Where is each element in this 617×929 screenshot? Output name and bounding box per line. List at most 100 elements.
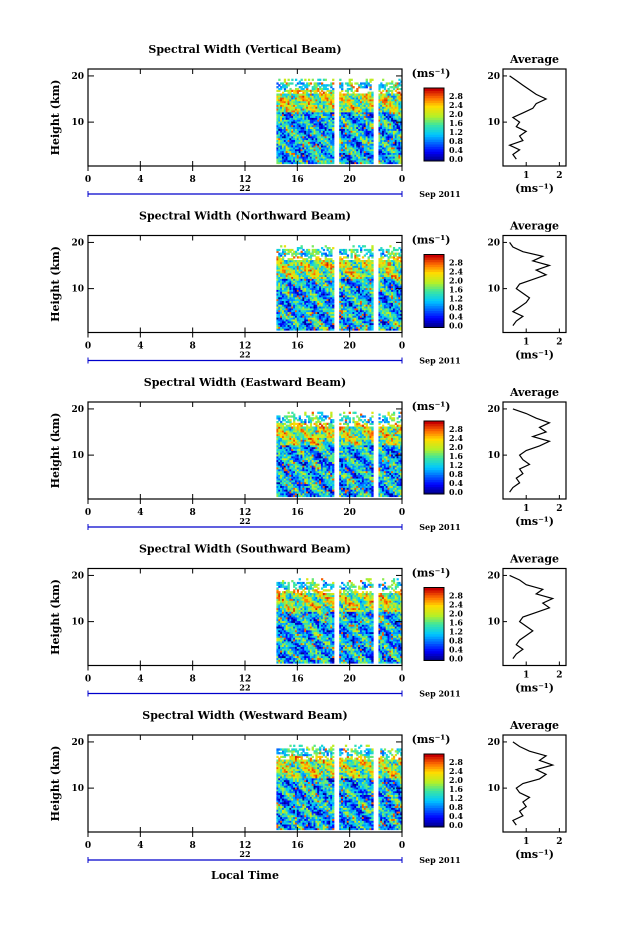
heatmap-cell [387,93,390,96]
heatmap-cell [291,293,294,296]
heatmap-cell [307,117,311,120]
heatmap-cell [391,115,394,118]
heatmap-cell [289,328,292,331]
heatmap-cell [309,150,313,154]
heatmap-cell [348,156,351,159]
heatmap-cell [309,97,313,100]
heatmap-cell [383,104,387,107]
heatmap-cell [322,123,326,126]
heatmap-cell [322,150,326,154]
heatmap-cell [283,317,287,320]
colorbar-frame [423,87,445,162]
heatmap-cell [359,148,363,152]
heatmap-cell [367,95,370,98]
heatmap-cell [369,117,372,120]
heatmap-cell [317,104,320,107]
heatmap-cell [320,99,324,102]
heatmap-cell [298,158,301,161]
heatmap-cell [391,123,394,126]
heatmap-cell [296,106,300,109]
heatmap-cell [391,82,394,85]
heatmap-cell [354,128,357,131]
heatmap-cell [300,139,303,142]
heatmap-cell [371,117,374,120]
heatmap-cell [330,161,333,165]
heatmap-cell [380,113,383,117]
heatmap-cell [396,111,399,115]
heatmap-cell [341,89,344,93]
heatmap-cell [306,91,309,94]
heatmap-cell [298,143,301,146]
heatmap-cell [276,111,279,115]
heatmap-cell [280,126,283,129]
heatmap-cell [281,110,285,113]
heatmap-cell [283,308,287,311]
heatmap-cell [389,150,392,154]
heatmap-cell [341,110,344,113]
heatmap-cell [285,154,288,157]
heatmap-cell [382,248,385,252]
heatmap-cell [283,124,287,128]
heatmap-cell [304,117,307,120]
heatmap-cell [285,104,288,107]
heatmap-cell [296,91,300,94]
heatmap-cell [296,126,300,129]
heatmap-cell [350,139,353,142]
heatmap-cell [300,124,303,128]
heatmap-cell [385,154,388,157]
heatmap-cell [385,139,388,142]
heatmap-cell [280,121,283,124]
heatmap-cell [281,269,285,272]
heatmap-cell [330,115,333,118]
heatmap-cell [307,126,311,129]
heatmap-cell [344,113,348,117]
heatmap-cell [341,104,344,107]
heatmap-cell [380,115,383,118]
heatmap-cell [313,121,316,124]
heatmap-cell [359,121,363,124]
heatmap-cell [326,130,329,133]
heatmap-cell [289,124,292,128]
heatmap-cell [276,320,279,324]
heatmap-cell [382,100,385,104]
heatmap-cell [394,130,397,133]
heatmap-cell [291,104,294,107]
heatmap-cell [330,124,333,128]
heatmap-cell [389,130,392,133]
heatmap-cell [289,289,292,292]
heatmap-cell [317,161,320,165]
heatmap-cell [285,309,288,313]
heatmap-cell [320,115,324,118]
heatmap-cell [287,298,290,302]
heatmap-cell [285,263,288,266]
heatmap-cell [306,156,309,159]
heatmap-cell [296,89,300,93]
heatmap-cell [304,137,307,141]
heatmap-cell [332,124,335,128]
x-tick-label: 4 [137,175,143,185]
colorbar-swatch [424,119,444,123]
heatmap-cell [392,148,396,152]
colorbar-swatch [424,139,444,143]
heatmap-cell [304,134,307,137]
heatmap-cell [291,284,294,287]
heatmap-cell [320,95,324,98]
x-tick-label: 16 [291,175,304,185]
heatmap-cell [369,95,372,98]
heatmap-cell [382,147,385,150]
heatmap-cell [356,135,359,139]
heatmap-cell [363,150,367,154]
heatmap-cell [315,104,318,107]
heatmap-cell [365,119,368,122]
heatmap-cell [350,145,353,148]
heatmap-cell [278,141,281,144]
heatmap-cell [348,147,351,150]
heatmap-cell [304,123,307,126]
heatmap-cell [291,254,294,257]
heatmap-cell [342,160,346,163]
heatmap-cell [293,123,296,126]
heatmap-cell [387,91,390,94]
heatmap-cell [396,152,399,155]
heatmap-cell [363,102,367,105]
heatmap-cell [332,247,335,250]
